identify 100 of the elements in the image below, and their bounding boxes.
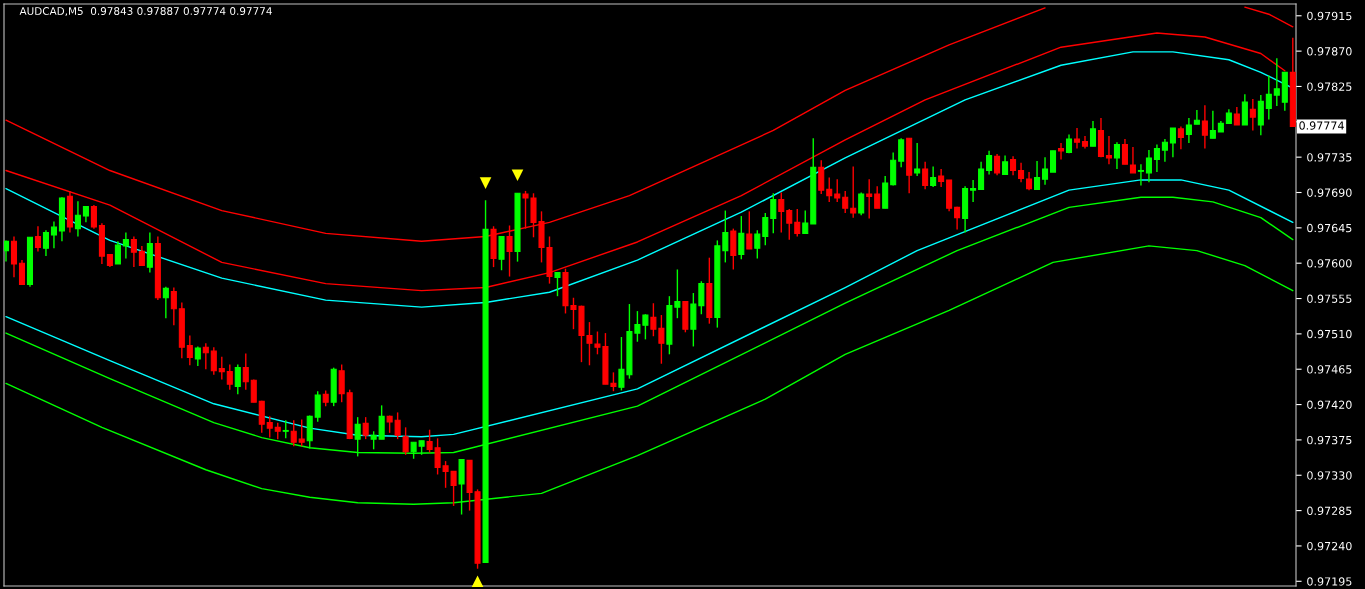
point (511, 169, 524, 182)
candlestick (258, 399, 265, 434)
candlestick (242, 352, 249, 391)
candlestick (1209, 110, 1216, 140)
candlestick (290, 419, 297, 447)
candlestick (1153, 143, 1160, 173)
candlestick (170, 286, 177, 326)
candlestick (362, 416, 369, 440)
y-tick-label: 0.97240 (1307, 541, 1352, 551)
candlestick (842, 190, 849, 214)
candlestick (922, 161, 929, 191)
candlestick (370, 430, 377, 451)
y-tick-label: 0.97600 (1307, 259, 1352, 268)
candlestick (10, 235, 18, 279)
candlestick (1145, 149, 1152, 183)
candlestick (770, 192, 777, 235)
candlestick (1105, 135, 1113, 165)
text: 0.97774 (1299, 121, 1344, 130)
y-tick-label: 0.97375 (1307, 435, 1352, 445)
candlestick (298, 418, 305, 447)
candlestick (338, 363, 345, 403)
point (471, 575, 484, 588)
candlestick (234, 363, 241, 396)
candlestick (1089, 120, 1097, 147)
y-tick-label: 0.97645 (1307, 223, 1352, 233)
y-tick-label: 0.97555 (1307, 294, 1352, 303)
chart-title: AUDCAD,M5 0.97843 0.97887 0.97774 0.97774 (19, 7, 272, 17)
candlestick (138, 245, 145, 267)
y-tick-label: 0.97915 (1307, 11, 1352, 21)
candlestick (194, 345, 201, 367)
candlestick (1121, 138, 1128, 165)
candlestick (402, 426, 409, 456)
candlestick (930, 165, 937, 188)
candlestick (738, 215, 745, 260)
candlestick (866, 178, 873, 220)
candlestick (970, 179, 977, 203)
candlestick (1177, 125, 1184, 150)
candlestick (1129, 146, 1136, 174)
candlestick (34, 225, 42, 253)
candlestick (1273, 57, 1280, 107)
candlestick (802, 209, 809, 235)
candlestick (554, 271, 561, 297)
candlestick (122, 231, 129, 260)
candlestick (914, 142, 921, 177)
candlestick (202, 342, 209, 370)
candlestick (378, 404, 385, 440)
candlestick (1113, 141, 1120, 170)
candlestick (994, 153, 1001, 176)
y-tick-label: 0.97690 (1307, 188, 1352, 197)
candlestick (1233, 106, 1240, 126)
point (479, 177, 492, 189)
candlestick (1185, 117, 1192, 144)
candlestick (1169, 127, 1176, 158)
candlestick (1049, 150, 1057, 173)
candlestick (250, 378, 257, 403)
candlestick (1002, 154, 1009, 176)
candlestick (786, 208, 793, 241)
candlestick (1193, 109, 1200, 125)
y-tick-label: 0.97465 (1307, 365, 1352, 374)
y-tick-label: 0.97285 (1307, 506, 1352, 515)
candlestick (42, 229, 49, 257)
candlestick (762, 212, 769, 246)
candlestick (1201, 104, 1208, 150)
candlestick (130, 235, 137, 268)
candlestick (394, 411, 401, 440)
candlestick (794, 208, 801, 238)
candlestick (1018, 161, 1025, 183)
candlestick (818, 159, 825, 195)
candlestick (226, 363, 233, 391)
candlestick (1249, 98, 1256, 132)
y-tick-label: 0.97870 (1307, 47, 1352, 56)
candlestick (986, 150, 993, 176)
candlestick (778, 191, 785, 234)
candlestick (978, 161, 985, 191)
candlestick (18, 259, 26, 286)
candlestick (4, 239, 10, 263)
candlestick (874, 185, 881, 209)
candlestick (1026, 171, 1033, 191)
candlestick (50, 220, 57, 249)
y-tick-label: 0.97825 (1307, 82, 1352, 91)
candlestick (834, 178, 841, 203)
candlestick (90, 204, 97, 230)
candlestick (1073, 127, 1081, 150)
candlestick (266, 415, 273, 439)
candlestick (1257, 94, 1264, 136)
candlestick (1241, 93, 1248, 126)
candlestick (74, 200, 81, 238)
y-tick-label: 0.97195 (1307, 577, 1352, 586)
y-tick-label: 0.97735 (1307, 153, 1352, 162)
candlestick (850, 165, 857, 219)
candlestick (898, 137, 905, 169)
candlestick (746, 210, 753, 250)
candlestick (114, 240, 121, 265)
candlestick (1057, 142, 1065, 161)
candlestick (826, 176, 833, 203)
candlestick (218, 355, 225, 381)
candlestick (210, 346, 217, 376)
y-tick-label: 0.97330 (1307, 471, 1352, 480)
candlestick (1010, 155, 1017, 176)
candlestick (722, 209, 729, 264)
